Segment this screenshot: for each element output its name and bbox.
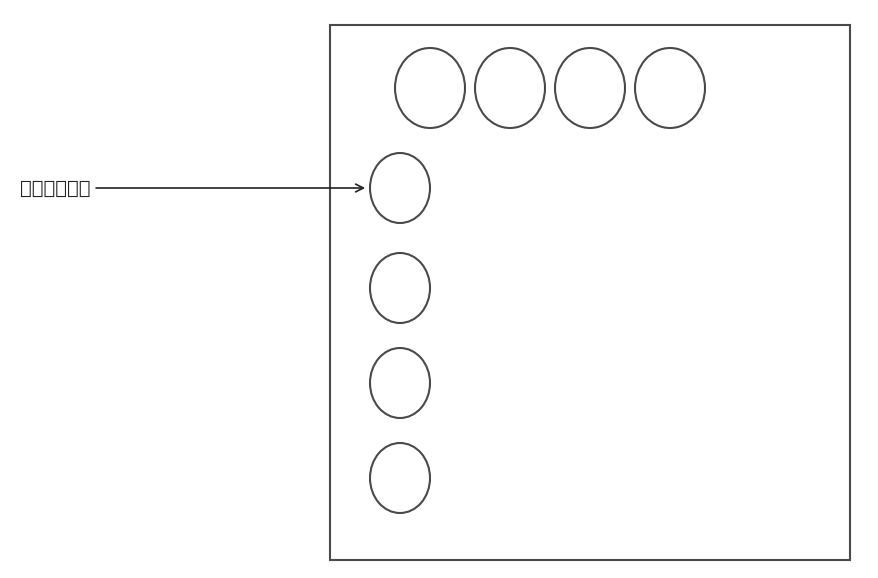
Ellipse shape bbox=[554, 48, 624, 128]
Ellipse shape bbox=[370, 443, 429, 513]
Ellipse shape bbox=[370, 153, 429, 223]
Ellipse shape bbox=[370, 348, 429, 418]
Ellipse shape bbox=[370, 253, 429, 323]
Ellipse shape bbox=[474, 48, 544, 128]
Bar bbox=[329, 25, 849, 560]
Ellipse shape bbox=[634, 48, 704, 128]
Text: 光纤插放小孔: 光纤插放小孔 bbox=[20, 179, 363, 198]
Ellipse shape bbox=[394, 48, 464, 128]
